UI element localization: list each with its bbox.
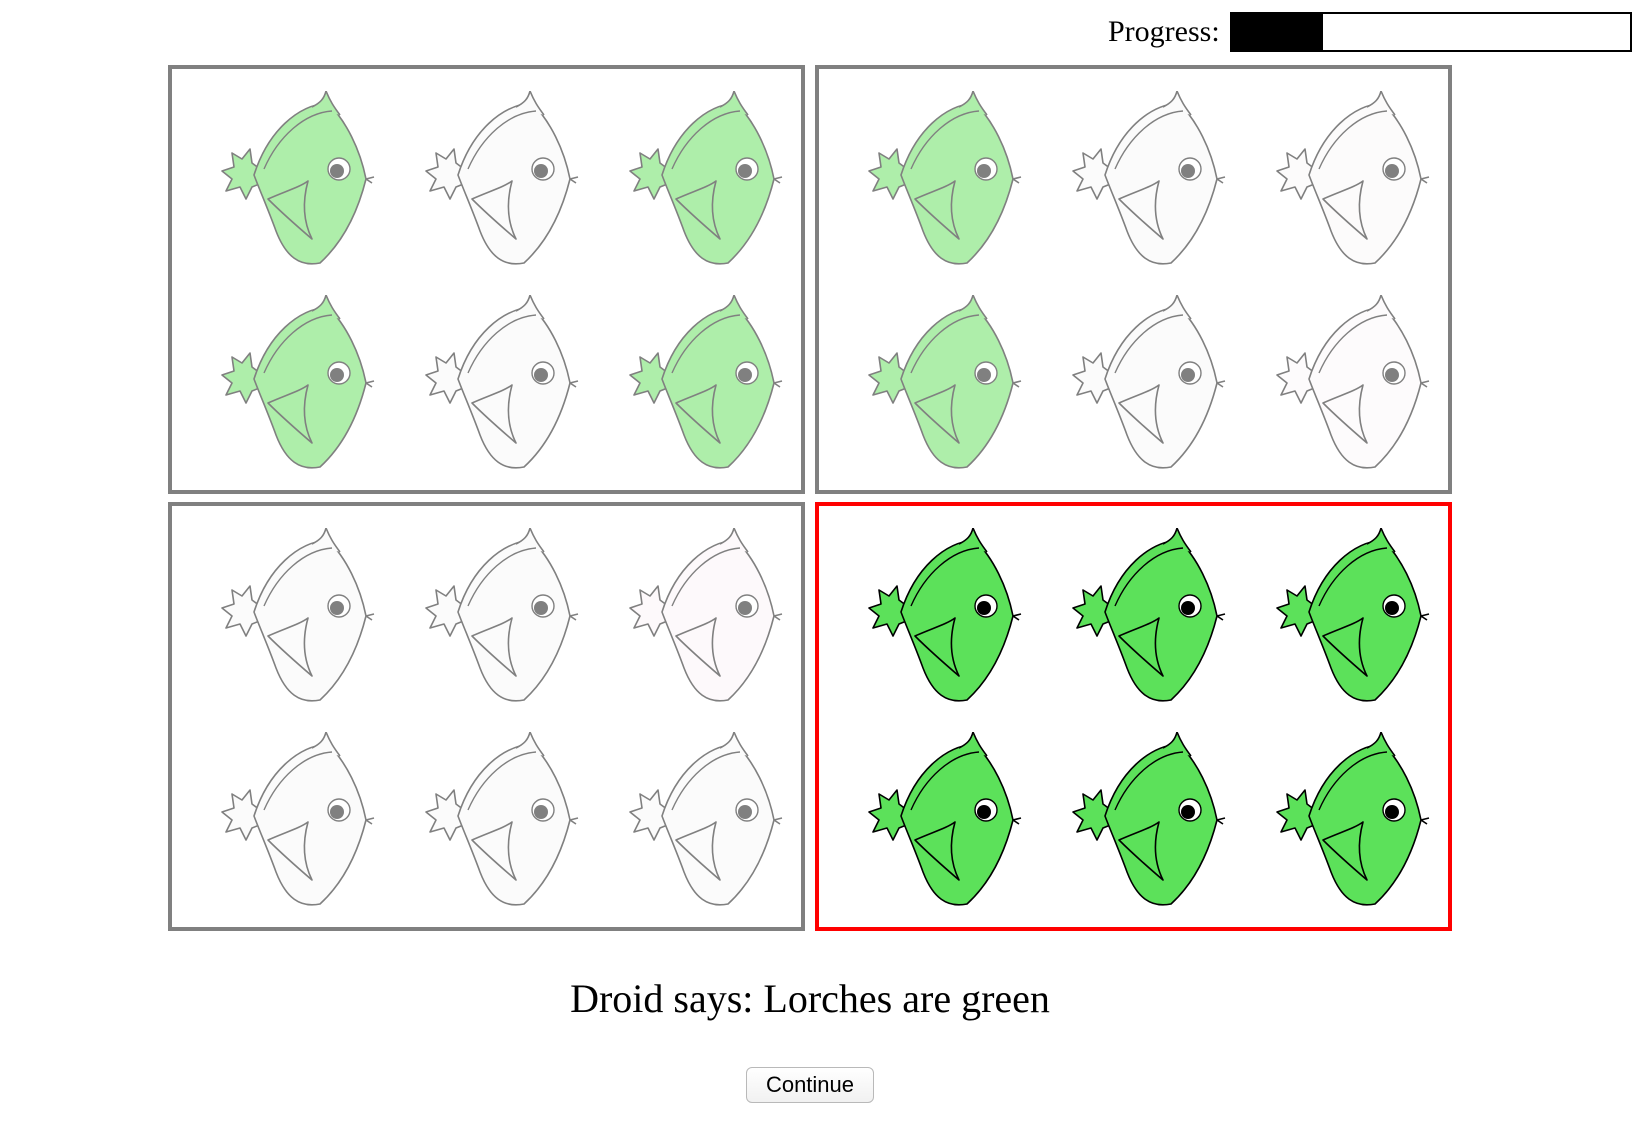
progress-label: Progress:: [1108, 15, 1220, 48]
progress-indicator: Progress:: [1108, 10, 1632, 54]
fish-icon: [1059, 295, 1229, 475]
continue-button[interactable]: Continue: [746, 1067, 874, 1103]
fish-icon: [412, 91, 582, 271]
fish-icon: [1263, 91, 1433, 271]
fish-icon: [616, 295, 786, 475]
progress-bar: [1229, 12, 1632, 52]
fish-icon: [412, 732, 582, 912]
fish-icon: [208, 732, 378, 912]
fish-icon: [208, 91, 378, 271]
fish-icon: [616, 732, 786, 912]
fish-icon: [208, 528, 378, 708]
fish-icon: [1263, 732, 1433, 912]
fish-icon: [616, 91, 786, 271]
fish-icon: [1263, 528, 1433, 708]
choice-panel-top-left[interactable]: [168, 65, 805, 494]
droid-message: Droid says: Lorches are green: [570, 976, 1050, 1021]
choice-panel-top-right[interactable]: [815, 65, 1452, 494]
fish-icon: [1059, 732, 1229, 912]
fish-icon: [855, 528, 1025, 708]
fish-icon: [855, 732, 1025, 912]
fish-icon: [208, 295, 378, 475]
fish-icon: [1263, 295, 1433, 475]
fish-icon: [855, 91, 1025, 271]
fish-icon: [616, 528, 786, 708]
choice-panel-bottom-right[interactable]: [815, 502, 1452, 931]
fish-icon: [412, 528, 582, 708]
fish-icon: [1059, 528, 1229, 708]
progress-bar-fill: [1231, 14, 1324, 50]
fish-icon: [412, 295, 582, 475]
choice-panel-bottom-left[interactable]: [168, 502, 805, 931]
fish-icon: [1059, 91, 1229, 271]
fish-icon: [855, 295, 1025, 475]
